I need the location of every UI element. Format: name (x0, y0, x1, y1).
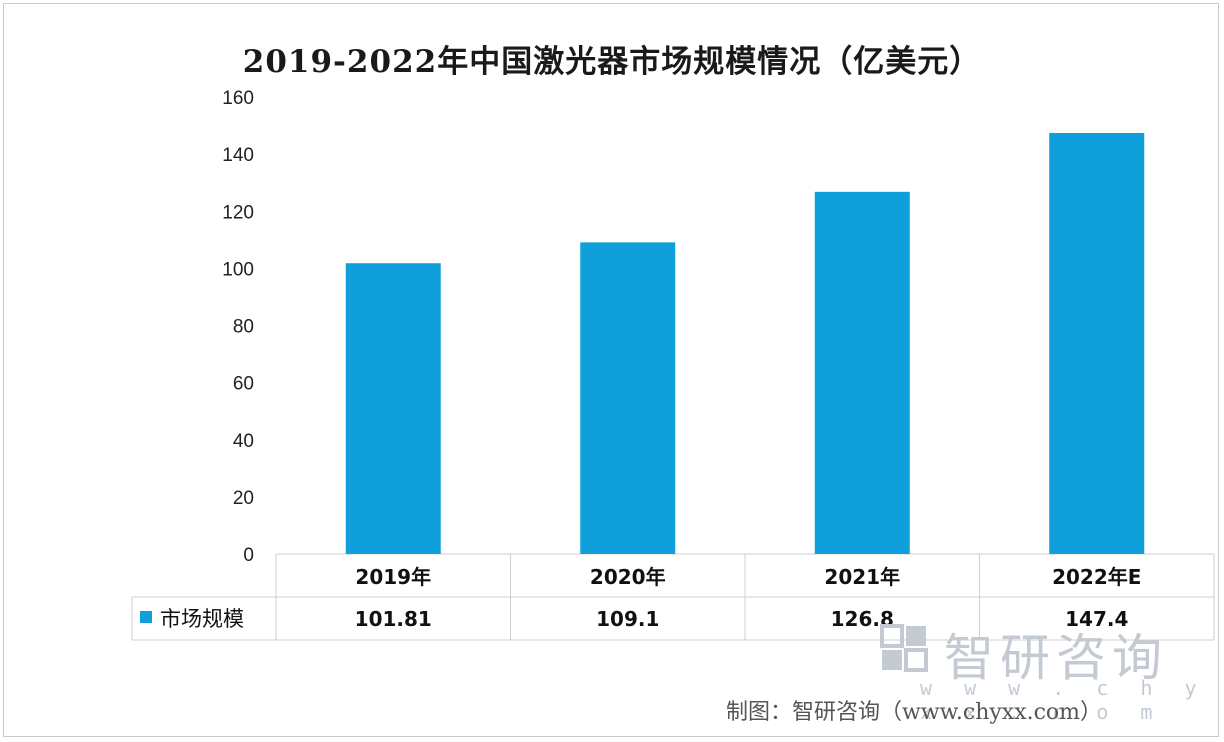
legend-swatch (140, 611, 152, 623)
category-label: 2019年 (355, 565, 431, 589)
category-label: 2022年E (1052, 565, 1141, 589)
source-credit: 制图：智研咨询（www.chyxx.com） (726, 700, 1103, 725)
bar (1049, 132, 1145, 554)
y-tick-label: 100 (222, 259, 254, 280)
data-table-value: 109.1 (596, 607, 659, 631)
y-tick-label: 40 (233, 431, 254, 452)
bar (814, 191, 910, 554)
data-table-value: 147.4 (1065, 607, 1128, 631)
y-tick-label: 140 (222, 145, 254, 166)
watermark-url: w w w . c h y x x . c o m (920, 676, 1207, 724)
watermark-text: 智研咨询 (944, 629, 1168, 687)
category-label: 2020年 (590, 565, 666, 589)
bar (345, 263, 441, 554)
chart-title: 2019-2022年中国激光器市场规模情况（亿美元） (242, 44, 982, 80)
bar (580, 242, 676, 554)
y-tick-label: 20 (233, 488, 254, 509)
y-tick-label: 0 (243, 545, 254, 566)
y-tick-label: 120 (222, 202, 254, 223)
y-tick-label: 60 (233, 374, 254, 395)
y-tick-label: 80 (233, 317, 254, 338)
legend-label: 市场规模 (160, 607, 244, 631)
watermark-logo-icon (880, 624, 928, 672)
category-label: 2021年 (824, 565, 900, 589)
data-table-value: 101.81 (355, 607, 432, 631)
y-tick-label: 160 (222, 88, 254, 109)
